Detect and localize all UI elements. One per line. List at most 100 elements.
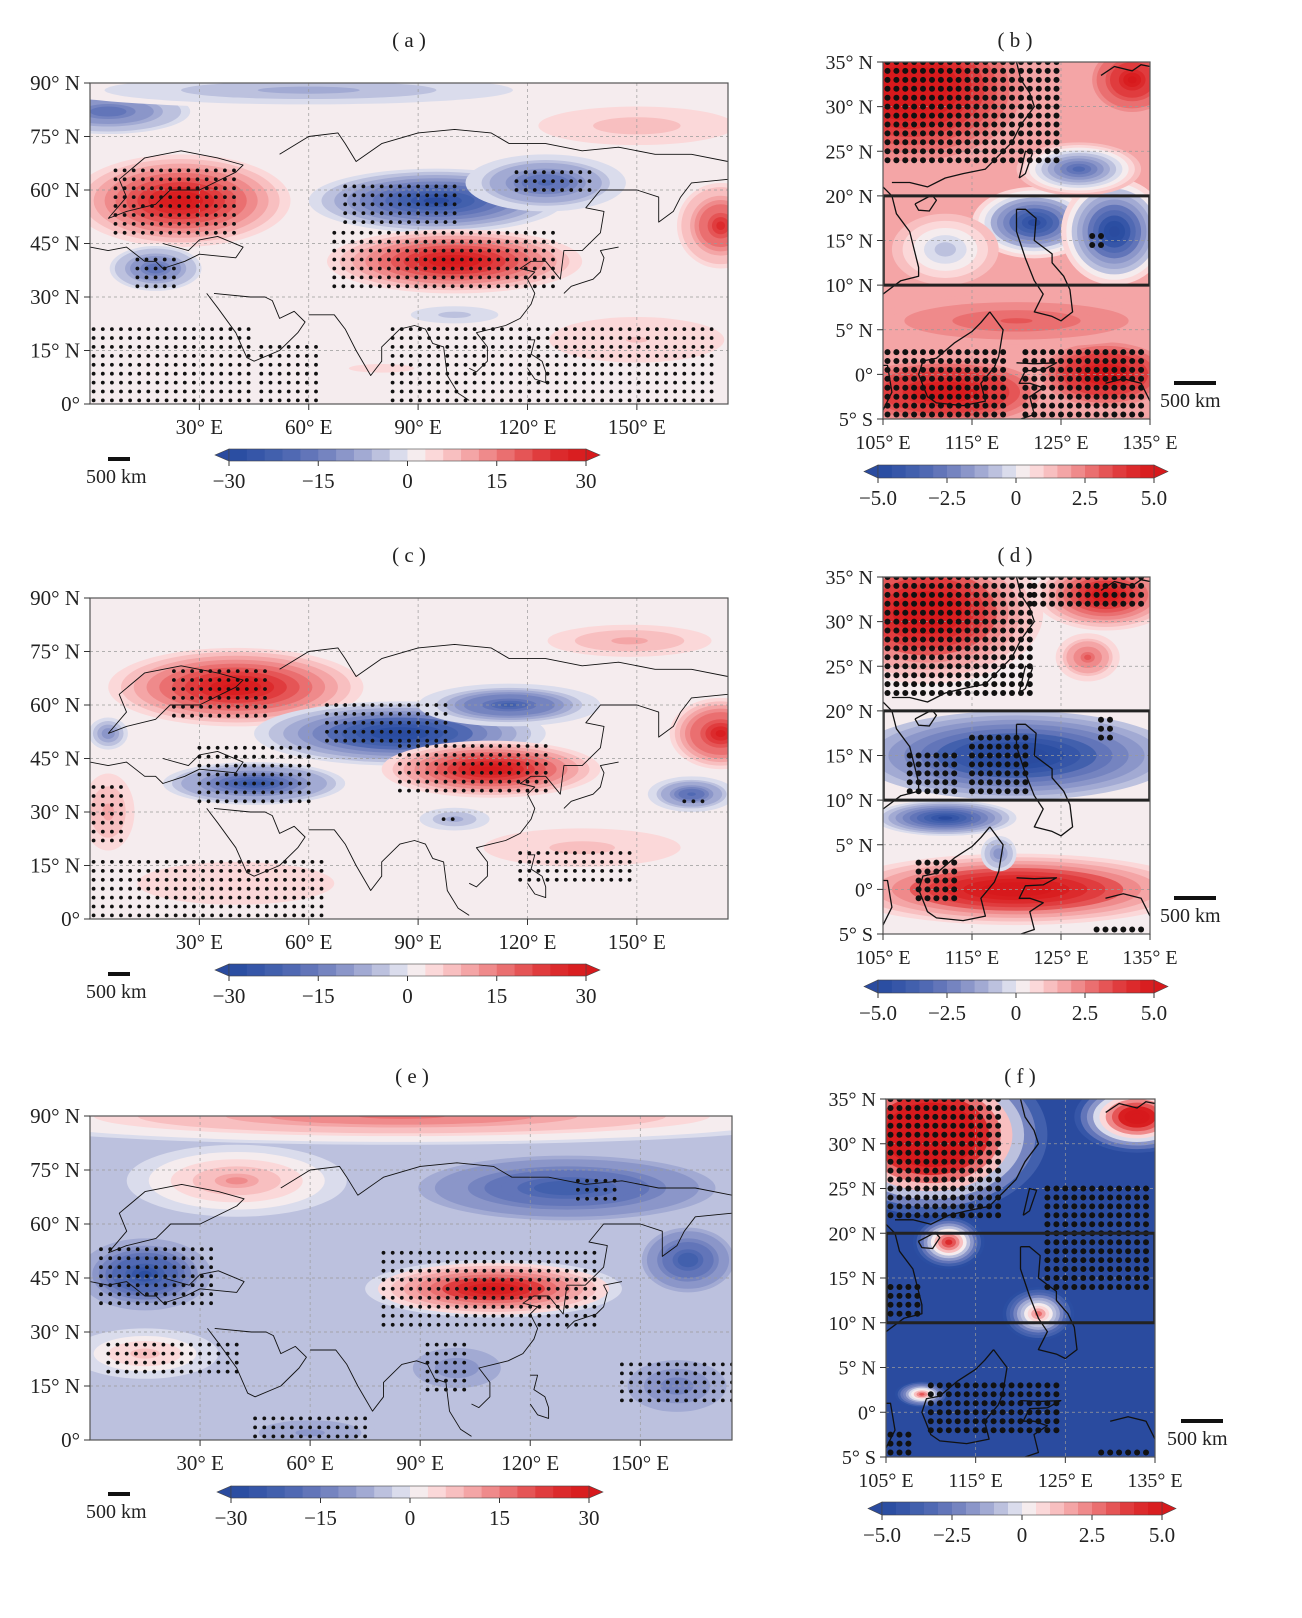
x-tick-label: 125° E [1033, 432, 1088, 454]
stipple-dot [128, 362, 133, 367]
stipple-dot [636, 362, 641, 367]
stipple-dot [563, 362, 568, 367]
stipple-dot [216, 1360, 221, 1365]
stipple-dot [233, 754, 238, 759]
stipple-dot [1018, 67, 1024, 74]
stipple-dot [1053, 1248, 1060, 1255]
stipple-dot [510, 1286, 514, 1291]
stipple-dot [507, 779, 512, 784]
stipple-dot [445, 1286, 450, 1291]
stipple-dot [217, 713, 222, 718]
stipple-dot [638, 1398, 643, 1403]
stipple-dot [510, 1277, 514, 1282]
stipple-dot [201, 398, 205, 403]
stipple-dot [618, 869, 623, 873]
stipple-dot [545, 869, 550, 873]
stipple-dot [911, 85, 918, 92]
colorbar-segment [974, 980, 989, 993]
stipple-dot [973, 85, 980, 92]
stipple-dot [500, 327, 504, 331]
stipple-dot [968, 1167, 975, 1174]
stipple-dot [472, 362, 477, 367]
stipple-dot [381, 1268, 386, 1273]
stipple-dot [914, 1284, 921, 1290]
stipple-dot [190, 669, 195, 673]
stipple-dot [361, 712, 366, 716]
stipple-dot [1107, 1266, 1114, 1272]
stipple-dot [545, 389, 550, 394]
stipple-dot [911, 690, 918, 696]
stipple-dot [379, 220, 384, 225]
stipple-dot [498, 762, 502, 766]
stipple-dot [186, 204, 191, 208]
stipple-dot [144, 266, 149, 271]
stipple-dot [108, 1292, 113, 1297]
stipple-dot [434, 712, 439, 716]
stipple-dot [527, 389, 532, 394]
stipple-dot [370, 738, 375, 743]
stipple-dot [381, 1277, 386, 1282]
stipple-dot [1000, 591, 1007, 598]
stipple-dot [200, 1301, 204, 1306]
stipple-dot [425, 762, 430, 766]
stipple-dot [902, 577, 909, 580]
stipple-dot [1084, 411, 1091, 418]
stipple-dot [627, 380, 632, 385]
stipple-dot [332, 266, 337, 271]
stipple-dot [1107, 1275, 1114, 1281]
stipple-dot [528, 1304, 533, 1309]
stipple-dot [195, 168, 200, 173]
stipple-dot [959, 1203, 966, 1210]
stipple-dot [542, 266, 546, 271]
stipple-dot [929, 121, 935, 128]
stipple-dot [172, 713, 176, 718]
stipple-dot [210, 886, 215, 891]
stipple-dot [941, 1105, 948, 1111]
stipple-dot [319, 860, 324, 864]
stipple-dot [416, 770, 420, 775]
stipple-dot [482, 1313, 487, 1318]
stipple-dot [122, 195, 127, 200]
stipple-dot [629, 1398, 633, 1403]
stipple-dot [295, 389, 300, 394]
stipple-dot [528, 1322, 533, 1327]
stipple-dot [1093, 577, 1100, 580]
stipple-dot [1022, 366, 1029, 373]
stipple-dot [482, 1322, 487, 1327]
stipple-dot [582, 336, 586, 340]
stipple-dot [1120, 411, 1127, 418]
stipple-dot [702, 1389, 707, 1394]
stipple-dot [991, 627, 998, 634]
stipple-dot [968, 1212, 975, 1219]
stipple-dot [927, 1400, 934, 1407]
stipple-dot [523, 275, 528, 280]
stipple-dot [407, 729, 411, 734]
x-tick-label: 135° E [1122, 947, 1177, 969]
stipple-dot [893, 654, 900, 661]
stipple-dot [91, 895, 96, 900]
stipple-dot [523, 179, 528, 184]
stipple-dot [896, 1185, 903, 1192]
stipple-dot [146, 371, 151, 376]
stipple-dot [1000, 103, 1007, 110]
stipple-dot [1026, 67, 1033, 74]
stipple-dot [995, 770, 1002, 777]
stipple-dot [532, 179, 537, 184]
stipple-dot [986, 743, 993, 750]
stipple-dot [955, 609, 962, 616]
stipple-dot [951, 752, 958, 759]
stipple-dot [893, 62, 900, 65]
y-tick-label: 30° N [30, 800, 80, 824]
stipple-dot [1062, 1239, 1069, 1246]
stipple-dot [134, 1342, 138, 1347]
stipple-dot [425, 720, 430, 725]
y-tick-label: 5° S [839, 409, 873, 431]
stipple-dot [887, 1099, 894, 1102]
stipple-dot [1134, 1449, 1141, 1456]
stipple-dot [905, 1310, 912, 1317]
stipple-dot [959, 1131, 966, 1138]
stipple-dot [182, 860, 187, 864]
stipple-dot [551, 230, 555, 235]
stipple-dot [902, 139, 909, 146]
stipple-dot [219, 398, 224, 403]
